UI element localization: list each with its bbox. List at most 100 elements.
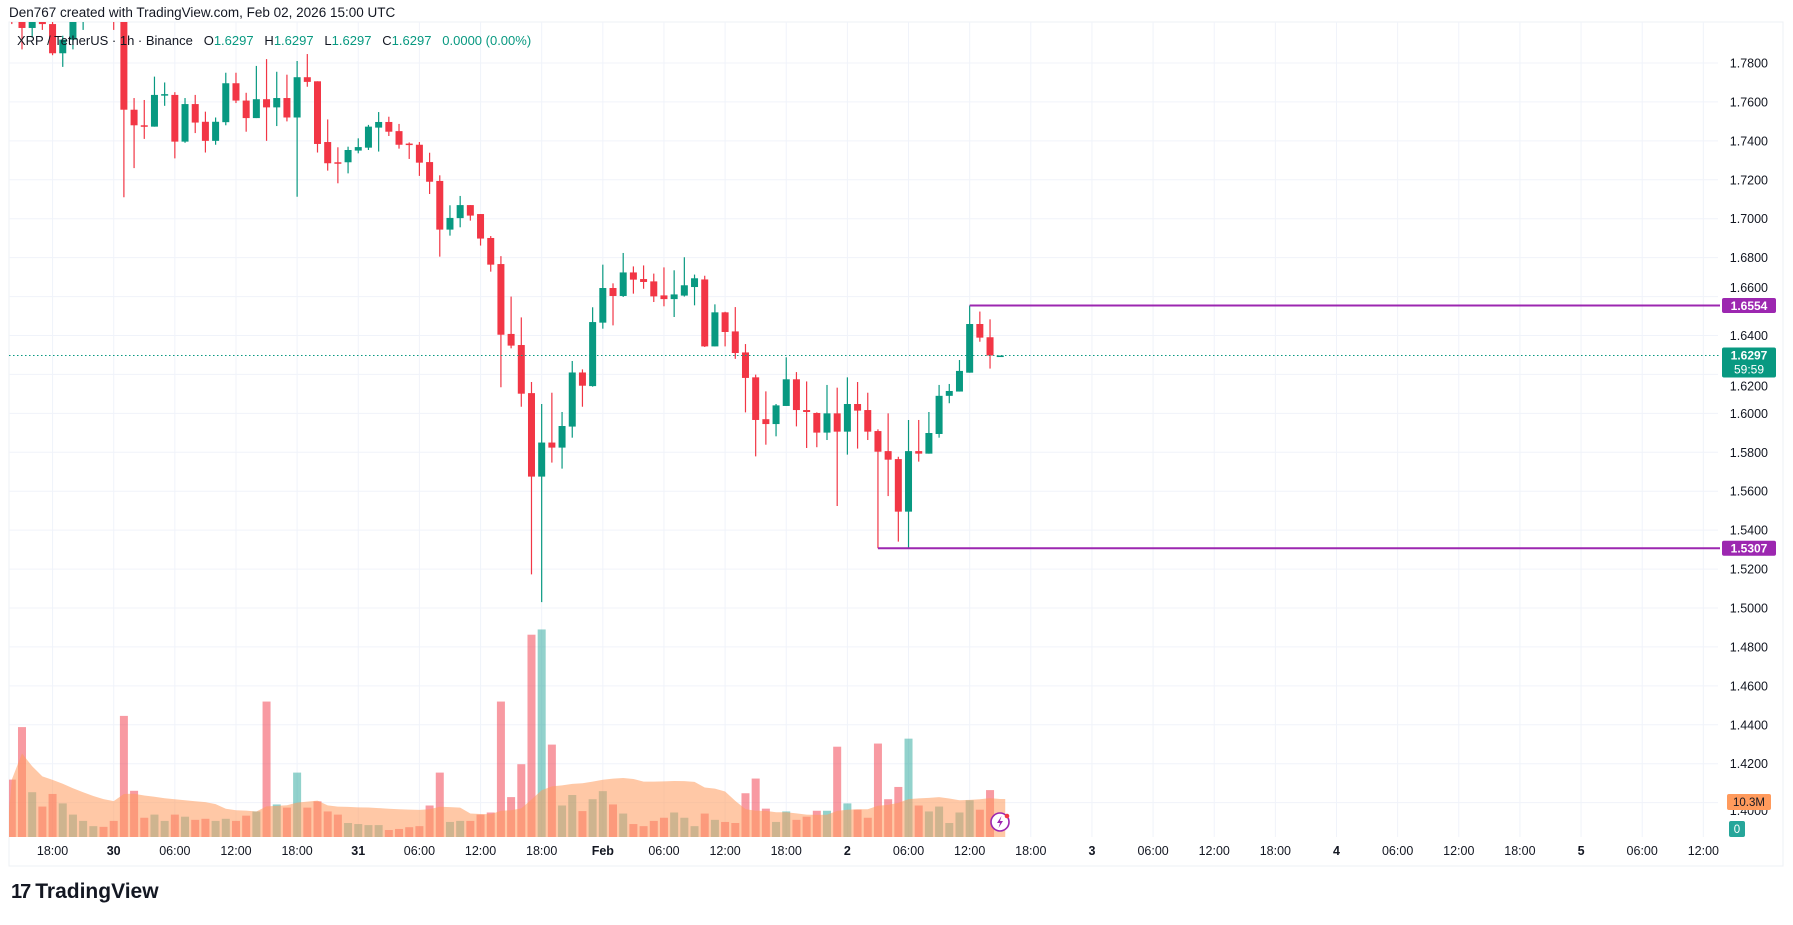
candle-body: [507, 333, 515, 346]
candle: [915, 419, 923, 462]
candle-body: [752, 377, 760, 420]
candle: [456, 195, 464, 228]
candle: [803, 381, 811, 448]
candle: [945, 383, 953, 404]
time-tick-label: 18:00: [1504, 844, 1535, 858]
candle: [201, 111, 209, 153]
candle: [517, 317, 525, 407]
candle-body: [976, 324, 984, 338]
candle-body: [905, 451, 913, 512]
candle: [28, 22, 36, 38]
candle: [650, 273, 658, 303]
candle: [293, 61, 301, 197]
candle-body: [344, 150, 352, 163]
candle-body: [242, 100, 250, 119]
candle-body: [395, 131, 403, 145]
candle: [314, 81, 321, 153]
candle: [283, 74, 291, 122]
candle-body: [986, 337, 994, 356]
candle: [385, 116, 393, 136]
time-tick-label: 06:00: [159, 844, 190, 858]
time-axis[interactable]: 18:00 30 06:00 12:00 18:00 31 06:00 12:00 18:00 F…: [37, 844, 1719, 858]
volume-bar: [751, 778, 760, 837]
candle: [140, 99, 148, 139]
candle-body: [538, 442, 546, 477]
candle: [935, 384, 943, 438]
candle: [252, 65, 260, 119]
low-label: L: [324, 33, 332, 48]
change-value: 0.0000 (0.00%): [442, 33, 532, 48]
candle-body: [762, 419, 770, 425]
candle: [813, 412, 821, 448]
price-tick-label: 1.6600: [1730, 281, 1768, 295]
candle: [161, 82, 169, 106]
candle-body: [375, 121, 383, 128]
candle-body: [599, 288, 607, 323]
candle: [222, 72, 230, 126]
candle: [113, 22, 115, 30]
price-tick-label: 1.7400: [1730, 134, 1768, 148]
candle-body: [527, 393, 535, 477]
candle: [375, 112, 383, 152]
candle: [894, 456, 902, 542]
time-tick-label: 06:00: [1382, 844, 1413, 858]
candle: [171, 92, 179, 159]
price-axis[interactable]: 1.7800 1.7600 1.7400 1.7200 1.7000 1.6800 1.66…: [1730, 57, 1768, 819]
candle-body: [171, 94, 179, 142]
candle: [507, 296, 515, 349]
candle-body: [721, 312, 729, 332]
time-tick-label: 06:00: [404, 844, 435, 858]
candle-body: [90, 3, 97, 7]
candle: [82, 22, 84, 30]
candle: [701, 275, 709, 347]
price-tick-label: 1.5600: [1730, 485, 1768, 499]
candle-body: [731, 331, 739, 354]
candle: [680, 257, 688, 297]
candle-body: [38, 22, 46, 25]
candle: [996, 355, 1004, 358]
symbol-info[interactable]: XRP / TetherUS · 1h · Binance: [17, 33, 193, 48]
candle-body: [497, 264, 505, 335]
candle: [446, 205, 454, 236]
candle: [864, 392, 872, 441]
candle: [405, 142, 413, 159]
candle: [212, 117, 220, 145]
time-tick-label: 06:00: [1137, 844, 1168, 858]
candle: [741, 344, 749, 413]
candle: [242, 92, 250, 132]
candle: [599, 264, 607, 329]
candle-body: [354, 147, 362, 151]
volume-current-label: 0: [1734, 824, 1740, 836]
price-tick-label: 1.4200: [1730, 757, 1768, 771]
candles: [11, 3, 1004, 603]
candle-body: [833, 413, 841, 432]
candle-body: [772, 405, 780, 425]
candle: [303, 54, 311, 87]
grid-lines: [9, 22, 1718, 837]
candle-body: [803, 410, 811, 412]
candle: [232, 72, 240, 104]
candle-body: [130, 109, 138, 126]
price-tick-label: 1.7200: [1730, 173, 1768, 187]
candle-body: [629, 272, 637, 280]
tradingview-logo[interactable]: 17 TradingView: [11, 880, 159, 904]
candle: [120, 22, 128, 198]
candle-body: [782, 379, 790, 406]
lightning-icon[interactable]: [990, 812, 1010, 832]
price-tick-label: 1.7000: [1730, 212, 1768, 226]
candle: [752, 374, 760, 457]
candle: [782, 357, 790, 406]
level-label-lower: 1.5307: [1731, 542, 1768, 556]
logo-text: TradingView: [35, 880, 159, 903]
candle-body: [181, 104, 189, 142]
candle-body: [334, 162, 342, 164]
time-tick-label: Feb: [592, 844, 615, 858]
price-tick-label: 1.6400: [1730, 329, 1768, 343]
volume-bar: [904, 738, 913, 837]
bar-countdown: 59:59: [1734, 363, 1764, 377]
price-tick-label: 1.5000: [1730, 601, 1768, 615]
candle-body: [364, 126, 372, 148]
price-tick-label: 1.6000: [1730, 407, 1768, 421]
price-tick-label: 1.7600: [1730, 95, 1768, 109]
